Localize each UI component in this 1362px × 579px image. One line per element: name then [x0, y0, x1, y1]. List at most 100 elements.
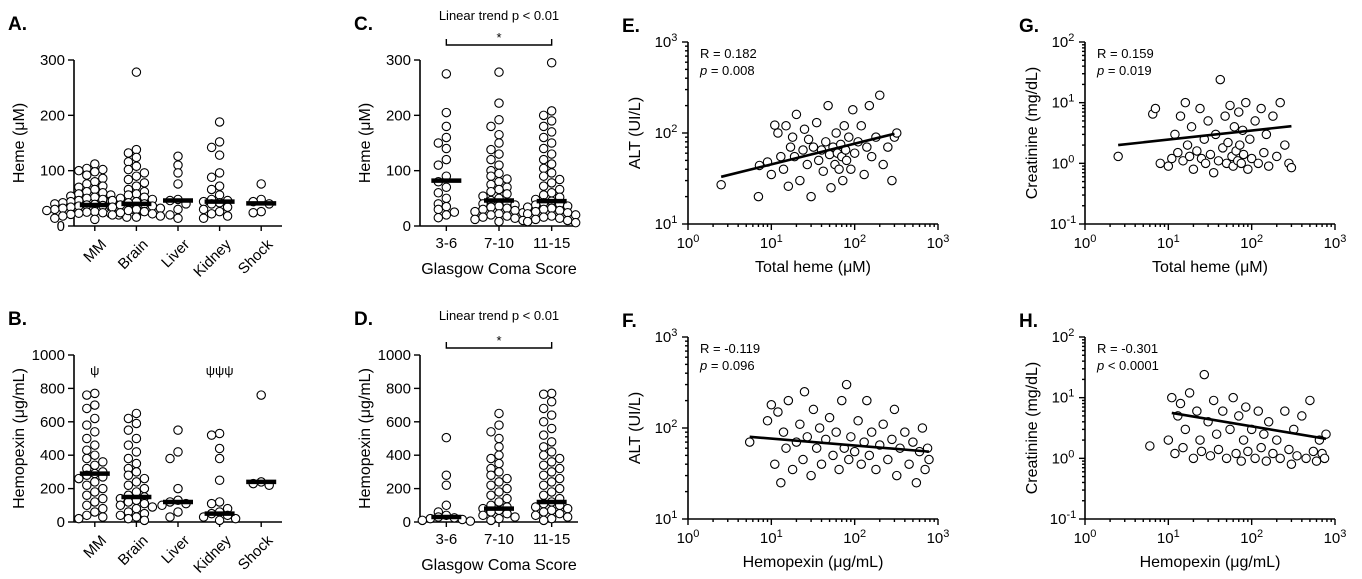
data-point: [214, 443, 225, 454]
data-point: [837, 395, 847, 406]
data-point: [441, 69, 452, 79]
data-point: [131, 204, 142, 215]
data-point: [433, 188, 444, 198]
panel-c: C. Heme (μM) 0 100 200 300 3-6 7-10 11-15 Glasgow…: [354, 8, 581, 278]
data-point: [494, 497, 504, 507]
data-point: [173, 507, 183, 517]
data-point: [98, 164, 108, 175]
y-tick-label: 101: [655, 509, 678, 528]
data-point: [90, 440, 100, 450]
data-point: [1175, 398, 1186, 409]
data-point: [433, 138, 444, 148]
data-point: [554, 463, 565, 474]
regression-line: [1118, 124, 1292, 147]
data-point: [1180, 424, 1191, 435]
data-point: [1256, 442, 1266, 453]
data-point: [206, 498, 217, 509]
data-point: [824, 412, 835, 423]
data-point: [131, 447, 142, 457]
data-point: [1211, 429, 1222, 439]
y-tick-label: 600: [40, 414, 65, 431]
data-point: [875, 90, 885, 100]
data-point: [871, 464, 881, 475]
data-point: [546, 168, 557, 178]
data-point: [770, 120, 780, 130]
data-point: [773, 128, 783, 138]
data-point: [538, 181, 549, 191]
data-point: [417, 515, 428, 526]
data-point: [546, 447, 557, 457]
data-point: [554, 508, 565, 519]
x-axis-label: Total heme (μM): [1152, 259, 1268, 276]
data-point: [465, 516, 476, 526]
data-point: [494, 184, 504, 195]
x-tick-label: Brain: [115, 532, 152, 569]
data-point: [546, 388, 557, 399]
data-point: [82, 445, 92, 455]
data-point: [1213, 156, 1224, 166]
data-point: [802, 159, 813, 170]
data-point: [198, 204, 209, 215]
significance-symbol: ψ: [90, 363, 99, 378]
data-point: [256, 206, 266, 217]
data-point: [486, 121, 496, 132]
data-point: [470, 206, 480, 217]
data-point: [900, 427, 910, 437]
panel-d: D. Hemopexin (μg/mL) 0 200 400 600 800 1000 3-6 7…: [354, 308, 578, 574]
data-point: [783, 395, 794, 406]
data-point: [554, 483, 565, 494]
data-point: [806, 191, 816, 202]
data-point: [147, 209, 158, 219]
data-point: [856, 121, 867, 131]
data-point: [844, 132, 854, 142]
data-point: [787, 464, 798, 475]
data-point: [538, 212, 549, 222]
data-point: [206, 142, 217, 153]
data-point: [878, 159, 888, 170]
data-point: [538, 403, 549, 414]
data-point: [848, 105, 858, 115]
data-point: [1188, 453, 1199, 464]
data-point: [494, 450, 504, 460]
x-tick-label: 3-6: [435, 235, 457, 252]
data-point: [818, 166, 829, 176]
data-point: [494, 67, 504, 77]
data-point: [50, 213, 60, 224]
data-point: [441, 500, 452, 511]
data-point: [778, 427, 789, 437]
data-point: [494, 458, 504, 469]
data-point: [139, 483, 150, 494]
data-point: [222, 202, 233, 212]
data-point: [1268, 448, 1278, 459]
data-point: [90, 214, 100, 225]
data-point: [50, 204, 60, 215]
data-point: [546, 149, 557, 159]
data-point: [256, 390, 266, 400]
data-point: [1225, 100, 1235, 111]
data-point: [1263, 417, 1274, 427]
data-point: [90, 400, 100, 410]
y-tick-label: 100: [1052, 448, 1075, 467]
data-point: [82, 390, 92, 400]
data-point: [90, 206, 100, 217]
data-point: [795, 175, 805, 186]
data-point: [908, 437, 918, 447]
data-point: [74, 473, 84, 484]
data-point: [1243, 446, 1253, 457]
data-point: [538, 132, 549, 143]
data-point: [831, 427, 841, 437]
data-point: [173, 447, 183, 457]
data-point: [139, 178, 150, 188]
data-point: [1218, 406, 1228, 416]
data-point: [538, 460, 549, 470]
data-point: [799, 387, 810, 397]
data-point: [1205, 149, 1216, 160]
data-point: [864, 450, 875, 461]
data-point: [82, 453, 92, 464]
x-tick-label: Shock: [235, 236, 277, 278]
x-tick-label: 102: [1240, 233, 1263, 252]
correlation-p: p = 0.019: [1096, 63, 1152, 78]
y-tick-label: 400: [40, 447, 65, 464]
data-point: [803, 134, 814, 145]
